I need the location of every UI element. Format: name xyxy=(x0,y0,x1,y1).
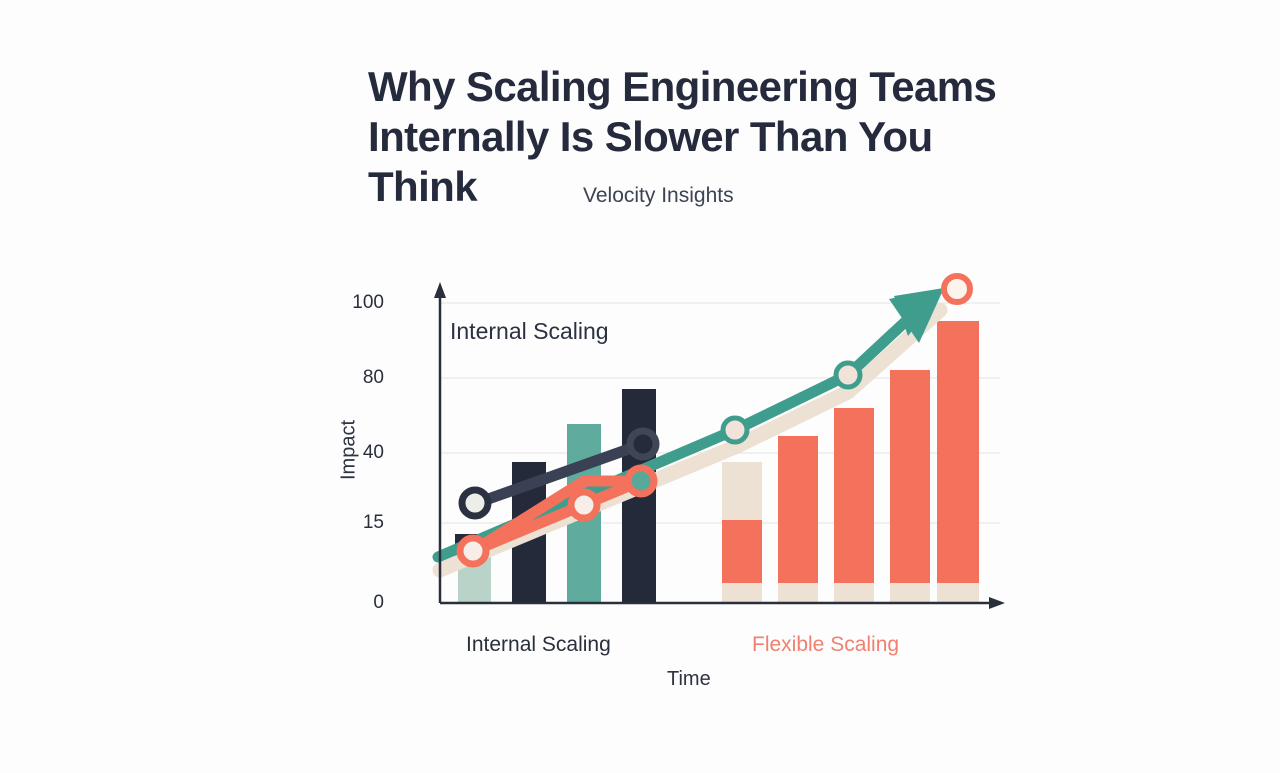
internal-trend-line xyxy=(458,427,660,520)
bar-base xyxy=(834,583,874,603)
bar-base xyxy=(778,583,818,603)
bar-base xyxy=(890,583,930,603)
subtitle: Velocity Insights xyxy=(583,184,734,207)
y-tick-label: 100 xyxy=(352,292,384,313)
x-category-label-flexible-scaling: Flexible Scaling xyxy=(752,633,900,656)
axes xyxy=(434,282,1005,609)
y-tick-label: 80 xyxy=(362,367,384,388)
y-tick-label: 15 xyxy=(362,512,384,533)
bar xyxy=(778,436,818,583)
bar xyxy=(722,520,762,583)
data-point-marker xyxy=(567,488,601,522)
coral-trend-line xyxy=(456,464,658,568)
page-title: Why Scaling Engineering Teams Internally… xyxy=(368,63,997,210)
y-tick-label: 40 xyxy=(362,442,384,463)
chart-annotation-internal-scaling: Internal Scaling xyxy=(450,318,609,344)
bar xyxy=(834,408,874,583)
data-point-marker xyxy=(458,486,492,520)
y-axis-title: Impact xyxy=(337,419,360,481)
data-point-marker xyxy=(456,534,490,568)
y-tick-label: 0 xyxy=(373,592,384,613)
bar xyxy=(890,370,930,583)
arrow-head-icon xyxy=(894,288,944,336)
bar-base xyxy=(937,583,979,603)
bar-base xyxy=(722,583,762,603)
bar xyxy=(937,321,979,583)
header: Why Scaling Engineering Teams Internally… xyxy=(368,62,1068,212)
bar-top-fill xyxy=(722,462,762,520)
bar-group-flexible-scaling xyxy=(722,321,979,603)
growth-arrow-markers xyxy=(720,273,973,445)
data-point-marker xyxy=(626,427,660,461)
x-axis-title: Time xyxy=(667,668,711,690)
data-point-marker xyxy=(624,464,658,498)
x-category-label-internal-scaling: Internal Scaling xyxy=(466,633,611,656)
